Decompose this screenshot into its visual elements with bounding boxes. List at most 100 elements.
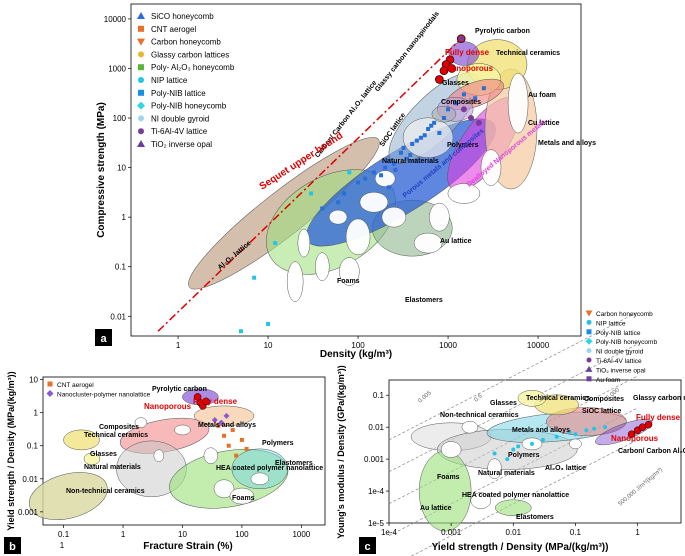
y-tick-label: 1e-5 — [368, 519, 385, 528]
lattice-point — [347, 170, 352, 175]
lattice-point — [410, 141, 415, 146]
lattice-point — [273, 241, 278, 246]
lattice-point — [540, 437, 545, 442]
panel-b: 0.1 1 10 100 1000 0.001 0.01 0.1 1 10 CNT aerogel… — [4, 371, 326, 554]
cnt-aerogel-point — [234, 453, 239, 458]
legend-label: TiO₂ inverse opal — [596, 367, 646, 374]
annotation-label: Glasses — [490, 400, 517, 407]
x-tick-label: 10000 — [527, 341, 550, 350]
lattice-point — [446, 107, 451, 112]
material-bubble — [250, 472, 270, 486]
legend-marker — [138, 25, 144, 32]
x-tick-label: 1 — [635, 528, 640, 537]
lattice-point — [603, 425, 608, 430]
lattice-point — [511, 447, 516, 452]
material-bubble — [381, 206, 407, 228]
x-tick-label: 1 — [176, 341, 181, 350]
x-tick-label: 1 — [121, 530, 126, 539]
legend-label: Poly- Al₂O₃ honeycomb — [151, 63, 235, 72]
annotation-label: Elastomers — [516, 514, 554, 521]
annotation-label: Composites — [584, 396, 624, 403]
legend-marker — [585, 337, 593, 345]
fully-dense-point — [439, 66, 449, 76]
panel-b-x-start: 1 — [60, 541, 65, 550]
natural-materials-region — [402, 117, 454, 159]
legend-label: Carbon honeycomb — [151, 38, 221, 47]
lattice-point — [453, 101, 458, 106]
y-tick-label: 10 — [29, 376, 38, 385]
legend-label: CNT aerogel — [57, 382, 94, 389]
panel-b-ylabel: Yield strength / Density (MPa/(kg/m³)) — [6, 371, 16, 530]
annotation-label: SiOC lattice — [582, 408, 621, 415]
panel-a-label: a — [100, 333, 107, 345]
material-bubble — [134, 417, 148, 428]
legend-label: Ti-6Al-4V lattice — [596, 358, 642, 365]
legend-marker — [138, 89, 144, 96]
annotation-label: Metals and alloys — [512, 427, 570, 434]
cnt-aerogel-point — [226, 443, 231, 448]
legend-label: NI double gyroid — [151, 114, 209, 123]
lattice-point — [505, 457, 510, 462]
lattice-point — [309, 191, 313, 196]
lattice-point — [554, 434, 559, 439]
glasses-region — [83, 452, 101, 466]
sequet-upper-bound — [157, 38, 462, 332]
annotation-label: Foams — [232, 495, 255, 502]
energy-guide-line — [388, 311, 638, 441]
annotation-label: Technical ceramics — [526, 395, 590, 402]
legend-marker — [586, 348, 592, 354]
material-bubble — [487, 458, 502, 479]
annotation-label: Fully dense — [193, 397, 238, 406]
annotation-label: Nanoporous — [611, 434, 659, 443]
lattice-point — [252, 275, 257, 280]
legend-marker — [137, 140, 145, 147]
annotation-label: Natural materials — [84, 464, 141, 471]
lattice-point — [391, 161, 396, 166]
lattice-point — [379, 173, 384, 178]
cnt-aerogel-point — [230, 427, 235, 432]
annotation-label: Glasses — [90, 451, 117, 458]
annotation-label: Fully dense — [636, 413, 681, 422]
material-bubble — [229, 487, 255, 505]
lattice-point — [408, 152, 413, 157]
y-tick-label: 0.1 — [27, 442, 39, 451]
panel-b-regions — [29, 388, 289, 520]
x-tick-label: 100 — [235, 530, 249, 539]
annotation-label: Metals and alloys — [538, 140, 596, 147]
lattice-point — [529, 441, 534, 446]
annotation-label: Nanoporous — [446, 64, 494, 73]
legend-label: Au foam — [596, 377, 620, 384]
annotation-label: Glasses — [442, 80, 469, 87]
cnt-aerogel-point — [222, 433, 227, 438]
annotation-label: Composites — [441, 99, 481, 106]
y-tick-label: 1e-4 — [368, 487, 385, 496]
elastomers-region — [495, 499, 532, 517]
lattice-point — [386, 185, 391, 190]
legend-marker — [138, 77, 144, 83]
y-tick-label: 0.1 — [373, 391, 385, 400]
legend-marker — [138, 64, 144, 71]
fully-dense-point — [638, 423, 647, 431]
lattice-point — [418, 135, 423, 140]
x-tick-label: 100 — [351, 341, 365, 350]
x-tick-label: 1000 — [292, 530, 310, 539]
legend-label: Poly-NIB lattice — [596, 330, 641, 337]
lattice-point — [383, 165, 388, 170]
material-bubble — [461, 420, 479, 434]
guide-line-label: 50 — [537, 394, 546, 403]
panel-c-ylabel: Young's modulus / Density (GPa/(kg/m³)) — [336, 365, 346, 538]
y-tick-label: 0.01 — [110, 312, 126, 321]
annotation-label: Elastomers — [405, 297, 443, 304]
annotation-label: Nanoporous — [144, 402, 192, 411]
legend-marker — [586, 376, 592, 382]
lattice-point — [426, 127, 431, 132]
lattice-point — [567, 430, 572, 435]
panel-a-ticks: 1 10 100 1000 10000 0.01 0.1 1 10 100 1000 10000 — [104, 15, 550, 350]
legend-label: NIP lattice — [596, 320, 626, 327]
panel-a-label-box — [95, 329, 112, 346]
material-bubble — [174, 424, 191, 436]
panel-c-label-box — [359, 537, 376, 554]
lattice-point — [401, 145, 406, 150]
legend-marker — [585, 365, 593, 372]
